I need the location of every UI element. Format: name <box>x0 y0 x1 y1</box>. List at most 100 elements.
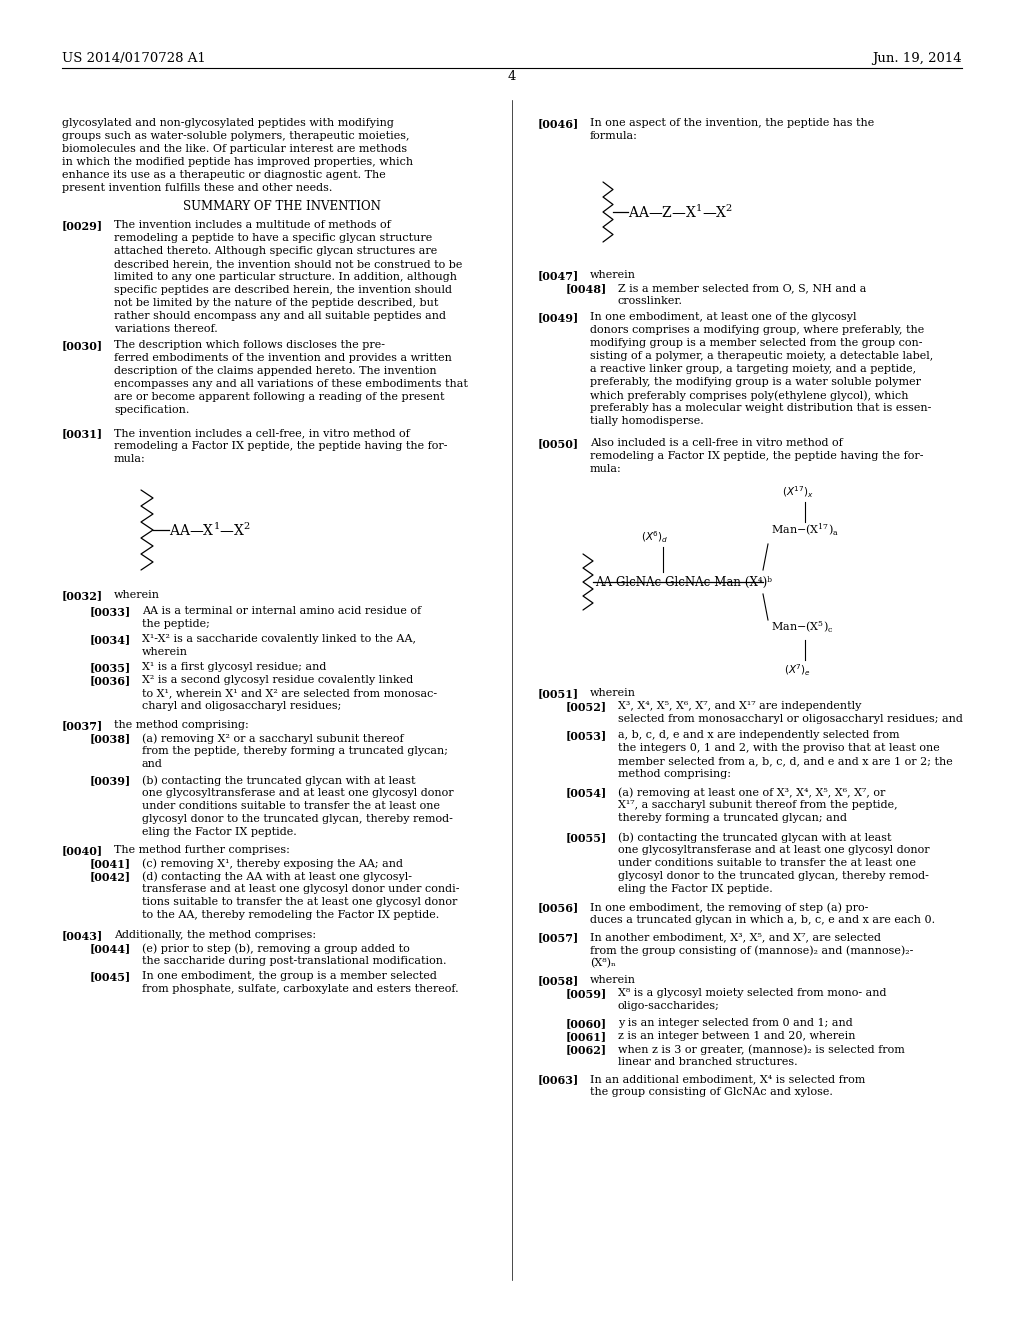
Text: under conditions suitable to transfer the at least one: under conditions suitable to transfer th… <box>618 858 916 869</box>
Text: Man$\mathdefault{-(X^{17})_a}$: Man$\mathdefault{-(X^{17})_a}$ <box>771 521 839 539</box>
Text: [0053]: [0053] <box>566 730 607 741</box>
Text: tions suitable to transfer the at least one glycosyl donor: tions suitable to transfer the at least … <box>142 898 458 907</box>
Text: member selected from a, b, c, d, and e and x are 1 or 2; the: member selected from a, b, c, d, and e a… <box>618 756 952 766</box>
Text: the group consisting of GlcNAc and xylose.: the group consisting of GlcNAc and xylos… <box>590 1086 833 1097</box>
Text: X² is a second glycosyl residue covalently linked: X² is a second glycosyl residue covalent… <box>142 675 414 685</box>
Text: from phosphate, sulfate, carboxylate and esters thereof.: from phosphate, sulfate, carboxylate and… <box>142 983 459 994</box>
Text: X¹ is a first glycosyl residue; and: X¹ is a first glycosyl residue; and <box>142 663 327 672</box>
Text: [0045]: [0045] <box>90 972 131 982</box>
Text: specific peptides are described herein, the invention should: specific peptides are described herein, … <box>114 285 452 294</box>
Text: In one embodiment, the group is a member selected: In one embodiment, the group is a member… <box>142 972 437 981</box>
Text: $\mathdefault{AA}$—$\mathdefault{Z}$—$\mathdefault{X^1}$—$\mathdefault{X^2}$: $\mathdefault{AA}$—$\mathdefault{Z}$—$\m… <box>628 203 733 220</box>
Text: y is an integer selected from 0 and 1; and: y is an integer selected from 0 and 1; a… <box>618 1018 853 1028</box>
Text: The invention includes a multitude of methods of: The invention includes a multitude of me… <box>114 220 391 230</box>
Text: [0030]: [0030] <box>62 341 103 351</box>
Text: [0059]: [0059] <box>566 987 607 999</box>
Text: In one embodiment, the removing of step (a) pro-: In one embodiment, the removing of step … <box>590 902 868 912</box>
Text: transferase and at least one glycosyl donor under condi-: transferase and at least one glycosyl do… <box>142 884 460 894</box>
Text: [0047]: [0047] <box>538 271 580 281</box>
Text: In one aspect of the invention, the peptide has the: In one aspect of the invention, the pept… <box>590 117 874 128</box>
Text: (a) removing at least one of X³, X⁴, X⁵, X⁶, X⁷, or: (a) removing at least one of X³, X⁴, X⁵,… <box>618 787 886 797</box>
Text: wherein: wherein <box>590 975 636 985</box>
Text: charyl and oligosaccharyl residues;: charyl and oligosaccharyl residues; <box>142 701 341 711</box>
Text: crosslinker.: crosslinker. <box>618 296 683 306</box>
Text: when z is 3 or greater, (mannose)₂ is selected from: when z is 3 or greater, (mannose)₂ is se… <box>618 1044 905 1055</box>
Text: [0055]: [0055] <box>566 832 607 843</box>
Text: X³, X⁴, X⁵, X⁶, X⁷, and X¹⁷ are independently: X³, X⁴, X⁵, X⁶, X⁷, and X¹⁷ are independ… <box>618 701 861 711</box>
Text: enhance its use as a therapeutic or diagnostic agent. The: enhance its use as a therapeutic or diag… <box>62 170 386 180</box>
Text: AA‐GlcNAc‐GlcNAc‐Man‐(X⁴)ᵇ: AA‐GlcNAc‐GlcNAc‐Man‐(X⁴)ᵇ <box>595 576 772 589</box>
Text: remodeling a peptide to have a specific glycan structure: remodeling a peptide to have a specific … <box>114 234 432 243</box>
Text: wherein: wherein <box>114 590 160 601</box>
Text: $(X^{17})_x$: $(X^{17})_x$ <box>782 484 814 500</box>
Text: are or become apparent following a reading of the present: are or become apparent following a readi… <box>114 392 444 403</box>
Text: eling the Factor IX peptide.: eling the Factor IX peptide. <box>618 884 773 894</box>
Text: [0060]: [0060] <box>566 1018 607 1030</box>
Text: not be limited by the nature of the peptide described, but: not be limited by the nature of the pept… <box>114 298 438 308</box>
Text: preferably, the modifying group is a water soluble polymer: preferably, the modifying group is a wat… <box>590 378 921 387</box>
Text: $\mathdefault{AA}$—$\mathdefault{X^1}$—$\mathdefault{X^2}$: $\mathdefault{AA}$—$\mathdefault{X^1}$—$… <box>169 521 251 539</box>
Text: sisting of a polymer, a therapeutic moiety, a detectable label,: sisting of a polymer, a therapeutic moie… <box>590 351 933 360</box>
Text: z is an integer between 1 and 20, wherein: z is an integer between 1 and 20, wherei… <box>618 1031 855 1041</box>
Text: from the group consisting of (mannose)₂ and (mannose)₂-: from the group consisting of (mannose)₂ … <box>590 945 913 956</box>
Text: wherein: wherein <box>590 271 636 280</box>
Text: donors comprises a modifying group, where preferably, the: donors comprises a modifying group, wher… <box>590 325 925 335</box>
Text: [0036]: [0036] <box>90 675 131 686</box>
Text: the integers 0, 1 and 2, with the proviso that at least one: the integers 0, 1 and 2, with the provis… <box>618 743 940 752</box>
Text: described herein, the invention should not be construed to be: described herein, the invention should n… <box>114 259 463 269</box>
Text: groups such as water-soluble polymers, therapeutic moieties,: groups such as water-soluble polymers, t… <box>62 131 410 141</box>
Text: (c) removing X¹, thereby exposing the AA; and: (c) removing X¹, thereby exposing the AA… <box>142 858 403 869</box>
Text: [0050]: [0050] <box>538 438 580 449</box>
Text: [0035]: [0035] <box>90 663 131 673</box>
Text: variations thereof.: variations thereof. <box>114 323 218 334</box>
Text: The method further comprises:: The method further comprises: <box>114 845 290 855</box>
Text: The invention includes a cell-free, in vitro method of: The invention includes a cell-free, in v… <box>114 428 410 438</box>
Text: In an additional embodiment, X⁴ is selected from: In an additional embodiment, X⁴ is selec… <box>590 1074 865 1084</box>
Text: one glycosyltransferase and at least one glycosyl donor: one glycosyltransferase and at least one… <box>618 845 930 855</box>
Text: Jun. 19, 2014: Jun. 19, 2014 <box>872 51 962 65</box>
Text: Also included is a cell-free in vitro method of: Also included is a cell-free in vitro me… <box>590 438 843 447</box>
Text: In one embodiment, at least one of the glycosyl: In one embodiment, at least one of the g… <box>590 312 856 322</box>
Text: from the peptide, thereby forming a truncated glycan;: from the peptide, thereby forming a trun… <box>142 746 449 756</box>
Text: [0049]: [0049] <box>538 312 580 323</box>
Text: a, b, c, d, e and x are independently selected from: a, b, c, d, e and x are independently se… <box>618 730 900 741</box>
Text: mula:: mula: <box>114 454 145 465</box>
Text: [0051]: [0051] <box>538 688 580 700</box>
Text: Man$\mathdefault{-(X^5)_c}$: Man$\mathdefault{-(X^5)_c}$ <box>771 619 834 635</box>
Text: [0062]: [0062] <box>566 1044 607 1055</box>
Text: limited to any one particular structure. In addition, although: limited to any one particular structure.… <box>114 272 457 282</box>
Text: duces a truncated glycan in which a, b, c, e and x are each 0.: duces a truncated glycan in which a, b, … <box>590 915 935 925</box>
Text: attached thereto. Although specific glycan structures are: attached thereto. Although specific glyc… <box>114 246 437 256</box>
Text: rather should encompass any and all suitable peptides and: rather should encompass any and all suit… <box>114 312 446 321</box>
Text: description of the claims appended hereto. The invention: description of the claims appended heret… <box>114 366 436 376</box>
Text: X¹‐X² is a saccharide covalently linked to the AA,: X¹‐X² is a saccharide covalently linked … <box>142 634 416 644</box>
Text: [0040]: [0040] <box>62 845 103 855</box>
Text: [0037]: [0037] <box>62 719 103 731</box>
Text: thereby forming a truncated glycan; and: thereby forming a truncated glycan; and <box>618 813 847 822</box>
Text: The description which follows discloses the pre-: The description which follows discloses … <box>114 341 385 350</box>
Text: US 2014/0170728 A1: US 2014/0170728 A1 <box>62 51 206 65</box>
Text: X¹⁷, a saccharyl subunit thereof from the peptide,: X¹⁷, a saccharyl subunit thereof from th… <box>618 800 898 810</box>
Text: X⁸ is a glycosyl moiety selected from mono- and: X⁸ is a glycosyl moiety selected from mo… <box>618 987 887 998</box>
Text: wherein: wherein <box>142 647 188 657</box>
Text: linear and branched structures.: linear and branched structures. <box>618 1057 798 1067</box>
Text: wherein: wherein <box>590 688 636 698</box>
Text: remodeling a Factor IX peptide, the peptide having the for-: remodeling a Factor IX peptide, the pept… <box>590 451 924 461</box>
Text: the saccharide during post-translational modification.: the saccharide during post-translational… <box>142 956 446 966</box>
Text: [0063]: [0063] <box>538 1074 580 1085</box>
Text: Z is a member selected from O, S, NH and a: Z is a member selected from O, S, NH and… <box>618 282 866 293</box>
Text: the peptide;: the peptide; <box>142 619 210 630</box>
Text: oligo-saccharides;: oligo-saccharides; <box>618 1001 720 1011</box>
Text: [0032]: [0032] <box>62 590 103 601</box>
Text: $(X^6)_d$: $(X^6)_d$ <box>641 529 669 545</box>
Text: $(X^7)_e$: $(X^7)_e$ <box>784 663 812 677</box>
Text: eling the Factor IX peptide.: eling the Factor IX peptide. <box>142 828 297 837</box>
Text: encompasses any and all variations of these embodiments that: encompasses any and all variations of th… <box>114 379 468 389</box>
Text: mula:: mula: <box>590 465 622 474</box>
Text: AA is a terminal or internal amino acid residue of: AA is a terminal or internal amino acid … <box>142 606 421 616</box>
Text: present invention fulfills these and other needs.: present invention fulfills these and oth… <box>62 183 333 193</box>
Text: (X⁸)ₙ: (X⁸)ₙ <box>590 958 615 969</box>
Text: [0043]: [0043] <box>62 931 103 941</box>
Text: tially homodisperse.: tially homodisperse. <box>590 416 703 426</box>
Text: a reactive linker group, a targeting moiety, and a peptide,: a reactive linker group, a targeting moi… <box>590 364 916 374</box>
